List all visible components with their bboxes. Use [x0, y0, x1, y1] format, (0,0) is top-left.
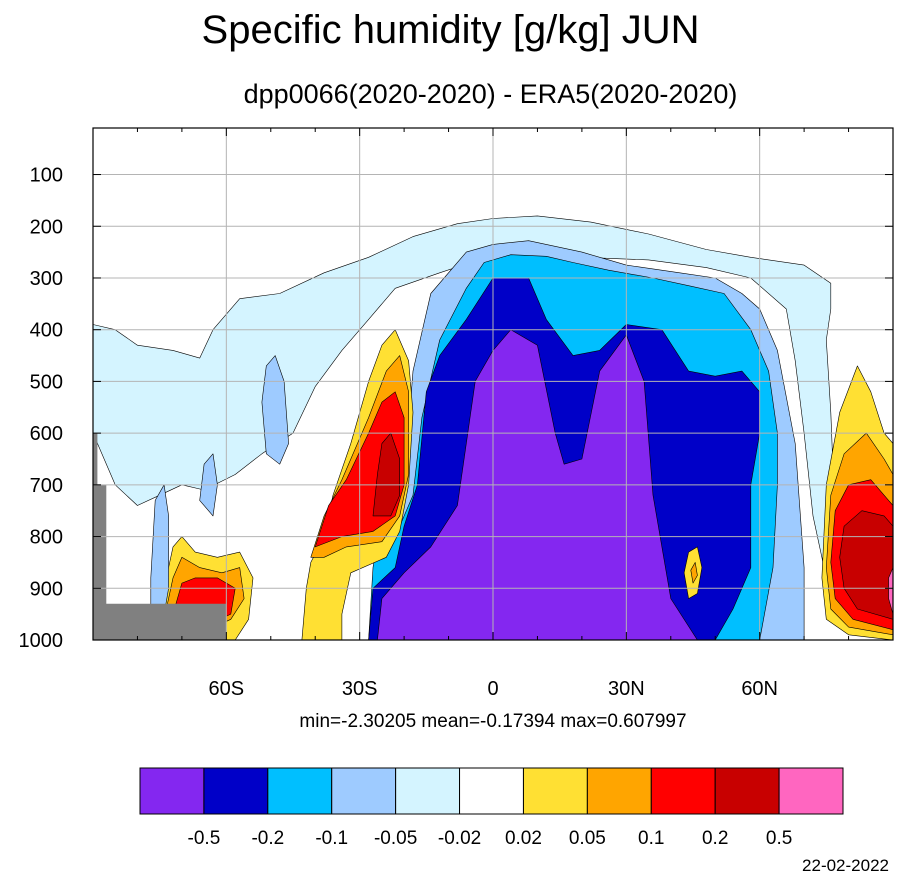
colorbar-label: 0.1 [638, 828, 664, 849]
colorbar-box-6 [522, 767, 588, 815]
x-tick-label: 60N [741, 678, 778, 700]
y-tick-label: 1000 [19, 630, 64, 652]
contour-region-16 [839, 510, 893, 620]
colorbar-box-9 [714, 767, 780, 815]
stats-line: min=-2.30205 mean=-0.17394 max=0.607997 [299, 711, 687, 732]
contour-region-17 [888, 567, 893, 615]
y-tick-label: 200 [30, 216, 63, 238]
y-tick-label: 700 [30, 475, 63, 497]
colorbar: -0.5 -0.2 -0.1 -0.05 -0.02 0.02 0.05 0.1 0.2 0.5 [139, 767, 844, 849]
date-stamp: 22-02-2022 [802, 856, 889, 875]
x-tick-label: 0 [487, 678, 498, 700]
contour-region-19 [261, 355, 289, 465]
chart-title: Specific humidity [g/kg] JUN [201, 8, 700, 52]
colorbar-label: -0.02 [438, 828, 481, 849]
colorbar-box-3 [331, 767, 397, 815]
y-tick-label: 600 [30, 423, 63, 445]
contour-region-9 [372, 432, 400, 517]
colorbar-label: -0.5 [188, 828, 221, 849]
y-tick-label: 800 [30, 527, 63, 549]
y-tick-label: 400 [30, 320, 63, 342]
terrain-mask [93, 433, 227, 640]
colorbar-box-10 [778, 767, 844, 815]
y-tick-label: 300 [30, 268, 63, 290]
x-tick-label: 30N [608, 678, 645, 700]
colorbar-label: -0.1 [315, 828, 348, 849]
chart-subtitle: dpp0066(2020-2020) - ERA5(2020-2020) [243, 79, 738, 109]
x-tick-label: 60S [209, 678, 245, 700]
colorbar-box-0 [139, 767, 205, 815]
contour-region-22 [690, 562, 698, 584]
colorbar-label: 0.05 [569, 828, 606, 849]
colorbar-box-1 [203, 767, 269, 815]
y-tick-label: 500 [30, 371, 63, 393]
colorbar-box-2 [267, 767, 333, 815]
colorbar-label: 0.02 [505, 828, 542, 849]
colorbar-box-5 [459, 767, 524, 815]
colorbar-label: -0.05 [374, 828, 417, 849]
colorbar-label: 0.5 [766, 828, 792, 849]
y-tick-label: 100 [30, 165, 63, 187]
x-tick-label: 30S [342, 678, 378, 700]
colorbar-box-4 [395, 767, 461, 815]
colorbar-label: 0.2 [702, 828, 728, 849]
colorbar-label: -0.2 [251, 828, 284, 849]
colorbar-box-8 [650, 767, 716, 815]
colorbar-box-7 [586, 767, 652, 815]
y-tick-label: 900 [30, 578, 63, 600]
contour-plot: 60S 30S 0 30N 60N 100 200 300 400 500 600 700 800 90… [19, 127, 894, 700]
